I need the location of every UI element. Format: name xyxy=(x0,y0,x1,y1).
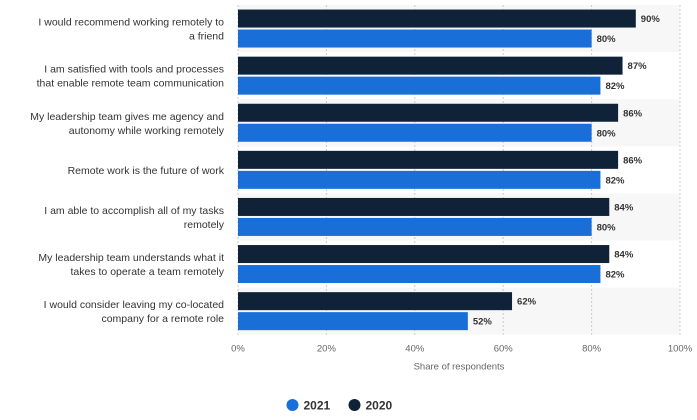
legend-marker xyxy=(348,399,361,411)
legend-item-2020[interactable]: 2020 xyxy=(348,399,393,413)
legend-marker xyxy=(286,399,299,411)
legend[interactable]: 2021 2020 xyxy=(286,399,393,413)
category-label: I would recommend working remotely to a f… xyxy=(38,17,224,43)
x-tick-label: 20% xyxy=(317,344,337,355)
data-label-2020: 87% xyxy=(628,61,648,72)
x-tick-label: 100% xyxy=(668,344,693,355)
bar-2021[interactable] xyxy=(238,170,601,189)
data-label-2020: 84% xyxy=(614,250,634,261)
bar-2020[interactable] xyxy=(238,56,623,75)
bar-2021[interactable] xyxy=(238,76,601,95)
data-label-2021: 52% xyxy=(473,317,493,328)
category-label: I am able to accomplish all of my tasks r… xyxy=(44,205,224,231)
category-label: Remote work is the future of work xyxy=(68,165,225,177)
legend-label: 2021 xyxy=(304,399,331,413)
data-label-2020: 86% xyxy=(623,108,643,119)
bar-2020[interactable] xyxy=(238,103,619,122)
x-tick-label: 0% xyxy=(231,344,245,355)
bar-2020[interactable] xyxy=(238,9,636,28)
bar-2021[interactable] xyxy=(238,217,592,236)
category-label: I am satisfied with tools and processes t… xyxy=(37,64,225,90)
data-label-2020: 86% xyxy=(623,155,643,166)
legend-label: 2020 xyxy=(366,399,393,413)
x-tick-label: 60% xyxy=(494,344,514,355)
bar-2020[interactable] xyxy=(238,150,619,169)
bar-2021[interactable] xyxy=(238,123,592,142)
bars: 90%80%87%82%86%80%86%82%84%80%84%82%62%5… xyxy=(238,9,661,331)
bar-2020[interactable] xyxy=(238,197,610,216)
bar-2021[interactable] xyxy=(238,29,592,48)
data-label-2020: 84% xyxy=(614,202,634,213)
data-label-2020: 62% xyxy=(517,297,537,308)
gridlines xyxy=(237,5,681,335)
data-label-2020: 90% xyxy=(641,14,661,25)
bar-2021[interactable] xyxy=(238,265,601,284)
data-label-2021: 80% xyxy=(597,128,617,139)
category-label: I would consider leaving my co-located co… xyxy=(44,299,225,325)
category-label: My leadership team gives me agency and au… xyxy=(30,111,225,137)
x-tick-labels: 0% 20% 40% 60% 80% 100% xyxy=(231,344,693,355)
x-tick-label: 40% xyxy=(405,344,425,355)
bar-2021[interactable] xyxy=(238,312,468,331)
data-label-2021: 80% xyxy=(597,222,617,233)
bar-2020[interactable] xyxy=(238,245,610,264)
x-tick-label: 80% xyxy=(582,344,602,355)
legend-item-2021[interactable]: 2021 xyxy=(286,399,331,413)
category-label: My leadership team understands what it ta… xyxy=(38,252,224,278)
category-bands xyxy=(238,5,680,335)
data-label-2021: 80% xyxy=(597,34,617,45)
bar-2020[interactable] xyxy=(238,292,513,311)
data-label-2021: 82% xyxy=(605,81,625,92)
data-label-2021: 82% xyxy=(605,175,625,186)
data-label-2021: 82% xyxy=(605,270,625,281)
x-axis-title: Share of respondents xyxy=(414,362,505,373)
category-labels: I would recommend working remotely to a f… xyxy=(30,17,225,326)
